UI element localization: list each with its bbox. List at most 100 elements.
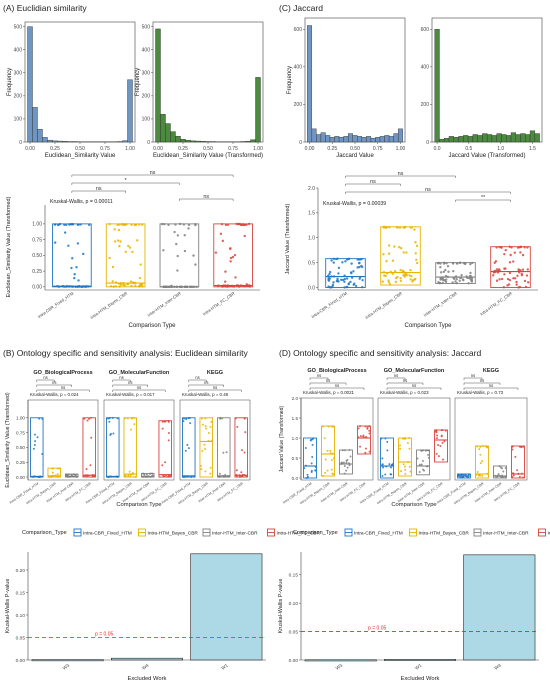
data-point — [521, 253, 525, 257]
significance-bracket — [36, 379, 55, 382]
data-point — [518, 445, 521, 448]
data-point — [161, 464, 164, 467]
y-tick-label: 0.10 — [289, 601, 299, 607]
legend-item-label: Intra-CBR_Fixed_HTM — [83, 531, 132, 537]
data-point — [332, 257, 336, 261]
y-tick-label: 200 — [142, 94, 151, 100]
facet-title: GO_BiologicalProcess — [33, 370, 92, 376]
data-point — [221, 239, 225, 243]
data-point — [229, 247, 232, 250]
significance-bracket — [463, 382, 501, 385]
x-tick-label: 1.00 — [125, 146, 135, 152]
data-point — [89, 464, 92, 467]
x-axis-label: Euclidean_Similarity Value (Transformed) — [153, 153, 263, 159]
data-point — [481, 474, 484, 477]
data-point — [133, 423, 136, 426]
data-point — [200, 417, 203, 420]
data-point — [32, 447, 35, 450]
data-point — [324, 458, 327, 461]
data-point — [348, 462, 351, 465]
data-point — [354, 284, 358, 288]
test-label: Kruskal-Wallis, p = 0.48 — [182, 392, 229, 397]
data-point — [91, 473, 94, 476]
plot-frame — [103, 399, 175, 481]
data-point — [214, 251, 218, 254]
data-point — [113, 228, 116, 231]
y-tick-label: 500 — [142, 24, 151, 30]
data-point — [70, 475, 73, 478]
hist-bar — [434, 29, 440, 143]
data-point — [57, 223, 60, 226]
data-point — [389, 270, 393, 274]
significance-bracket — [463, 377, 483, 380]
data-point — [238, 222, 242, 226]
data-point — [398, 246, 401, 249]
data-point — [167, 432, 170, 435]
data-point — [512, 474, 515, 477]
data-point — [382, 225, 385, 229]
data-point — [51, 471, 54, 474]
data-point — [399, 279, 403, 283]
data-point — [346, 257, 350, 261]
y-tick-label: 400 — [14, 47, 23, 53]
data-point — [149, 475, 152, 478]
data-point — [74, 475, 77, 478]
data-point — [422, 459, 425, 462]
data-point — [343, 465, 346, 468]
data-point — [477, 474, 480, 477]
hist-bar — [467, 136, 474, 143]
box — [416, 449, 430, 476]
data-point — [111, 280, 114, 283]
data-point — [186, 444, 189, 447]
data-point — [382, 270, 386, 274]
data-point — [348, 464, 351, 467]
y-tick-label: 0.00 — [16, 475, 25, 480]
data-point — [129, 428, 132, 431]
data-point — [176, 269, 179, 272]
x-tick-label: 0.25 — [50, 146, 60, 152]
data-point — [182, 223, 186, 226]
data-point — [327, 278, 330, 281]
data-point — [402, 437, 405, 440]
data-point — [228, 285, 231, 288]
data-point — [408, 447, 411, 450]
data-point — [501, 467, 504, 470]
data-point — [455, 275, 458, 278]
test-label: Kruskal-Wallis, p = 0.0021 — [303, 390, 355, 395]
data-point — [471, 261, 474, 265]
hist-bar — [477, 135, 483, 143]
data-point — [312, 437, 315, 440]
data-point — [76, 242, 80, 245]
data-point — [455, 262, 459, 265]
data-point — [314, 466, 317, 469]
data-point — [494, 260, 498, 263]
data-point — [439, 266, 442, 269]
box — [380, 437, 394, 479]
data-point — [202, 423, 205, 426]
data-point — [243, 451, 246, 454]
data-point — [411, 280, 414, 283]
x-tick-label: Intra-HTM_FC_CBR — [202, 291, 236, 317]
y-tick-label: 200 — [294, 102, 303, 108]
x-tick-label: Intra-HTM_Bayes_CBR — [364, 291, 403, 320]
data-point — [189, 285, 192, 289]
plot-frame — [304, 17, 406, 143]
data-point — [385, 272, 389, 275]
data-point — [117, 282, 121, 285]
data-point — [460, 473, 463, 476]
data-point — [147, 475, 150, 478]
data-point — [415, 258, 418, 261]
data-point — [356, 266, 359, 269]
data-point — [407, 461, 410, 464]
data-point — [501, 475, 504, 478]
hist-bar — [329, 137, 335, 143]
data-point — [118, 285, 121, 288]
sensitivity-bars-layer: 0.00 0.05 0.10 0.15 0.20 W3 W4 W1 p = 0.05 Exclud… — [5, 552, 539, 680]
data-point — [498, 245, 501, 249]
hist-bar — [375, 137, 381, 143]
data-point — [93, 475, 96, 478]
data-point — [204, 448, 207, 451]
data-point — [518, 475, 521, 478]
data-point — [115, 475, 118, 478]
x-tick-label: Intra-HTM_FC_CBR — [479, 291, 513, 317]
